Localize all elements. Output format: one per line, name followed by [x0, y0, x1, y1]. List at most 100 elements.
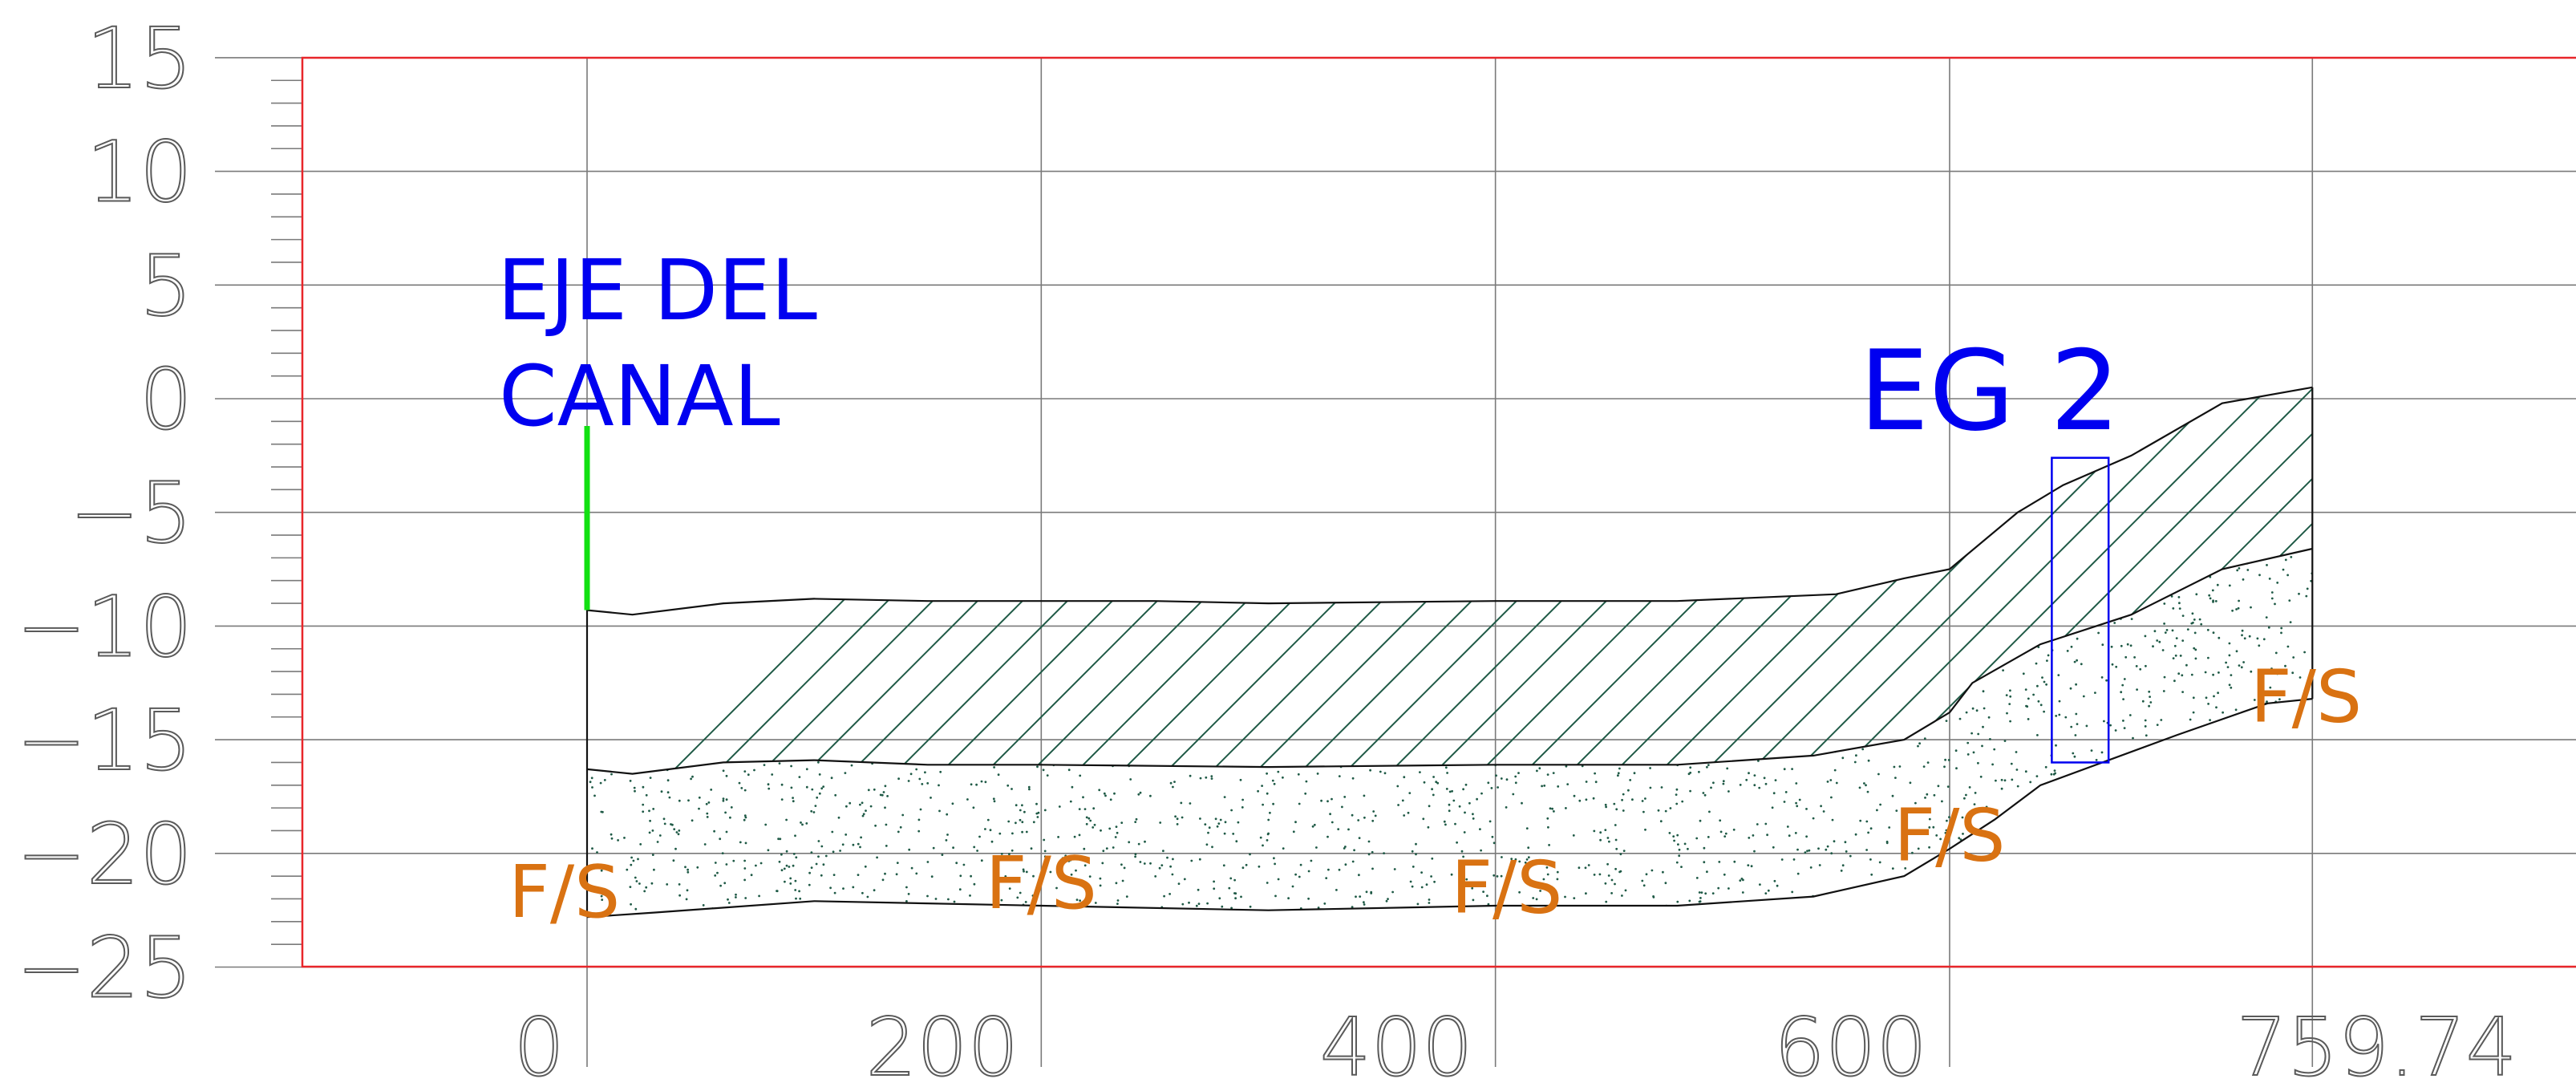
stipple-dot [955, 862, 958, 865]
stipple-dot [2078, 919, 2080, 922]
stipple-dot [1317, 907, 1320, 909]
stipple-dot [865, 708, 869, 710]
stipple-dot [1997, 598, 2000, 601]
stipple-dot [2252, 555, 2255, 558]
stipple-dot [1357, 691, 1360, 694]
stipple-dot [1314, 913, 1317, 916]
stipple-dot [1344, 703, 1347, 705]
stipple-dot [836, 688, 839, 692]
stipple-dot [722, 799, 725, 802]
stipple-dot [1887, 883, 1890, 886]
stipple-dot [808, 661, 811, 664]
stipple-dot [1987, 882, 1991, 885]
stipple-dot [651, 854, 654, 856]
stipple-dot [899, 604, 902, 607]
stipple-dot [750, 910, 752, 913]
stipple-dot [1607, 874, 1610, 877]
stipple-dot [2075, 683, 2078, 686]
stipple-dot [1789, 564, 1792, 566]
stipple-dot [633, 574, 636, 577]
stipple-dot [703, 687, 706, 691]
stipple-dot [1197, 691, 1199, 693]
stipple-dot [601, 643, 604, 646]
stipple-dot [1128, 522, 1131, 525]
stipple-dot [727, 642, 731, 645]
stipple-dot [710, 789, 713, 791]
stipple-dot [887, 627, 890, 631]
stipple-dot [617, 839, 619, 842]
stipple-dot [1240, 895, 1242, 898]
stipple-dot [1501, 517, 1504, 519]
stipple-dot [1035, 562, 1037, 565]
stipple-dot [935, 615, 938, 619]
stipple-dot [1302, 666, 1306, 668]
stipple-dot [2019, 516, 2021, 518]
stipple-dot [1946, 819, 1948, 822]
stipple-dot [1295, 573, 1298, 576]
stipple-dot [1397, 804, 1399, 806]
stipple-dot [1075, 880, 1079, 883]
stipple-dot [943, 684, 946, 687]
stipple-dot [2201, 564, 2205, 567]
y-minor-ticks [271, 79, 303, 945]
stipple-dot [1085, 816, 1088, 819]
stipple-dot [744, 585, 747, 588]
stipple-dot [707, 672, 710, 675]
stipple-dot [2045, 604, 2048, 606]
stipple-dot [1739, 784, 1742, 786]
stipple-dot [977, 711, 979, 714]
stipple-dot [941, 672, 944, 675]
stipple-dot [2107, 882, 2110, 886]
stipple-dot [2147, 814, 2150, 817]
stipple-dot [1585, 749, 1588, 752]
stipple-dot [905, 919, 908, 921]
stipple-dot [1905, 562, 1908, 565]
stipple-dot [1875, 652, 1878, 655]
stipple-dot [1159, 821, 1162, 824]
stipple-dot [695, 655, 699, 657]
stipple-dot [1251, 518, 1254, 521]
stipple-dot [1217, 602, 1219, 606]
stipple-dot [1222, 864, 1225, 867]
y-tick-label: −20 [17, 805, 192, 903]
stipple-dot [763, 603, 767, 606]
stipple-dot [901, 696, 904, 699]
stipple-dot [1767, 638, 1770, 641]
stipple-dot [2068, 569, 2072, 572]
stipple-dot [948, 728, 951, 731]
stipple-dot [670, 577, 673, 580]
stipple-dot [1613, 517, 1615, 519]
stipple-dot [2051, 823, 2055, 826]
stipple-dot [939, 572, 942, 574]
stipple-dot [1369, 683, 1372, 686]
stipple-dot [1484, 715, 1486, 717]
stipple-dot [1067, 662, 1071, 664]
stipple-dot [1718, 537, 1720, 540]
stipple-dot [1132, 539, 1134, 541]
stipple-dot [1222, 679, 1225, 683]
stipple-dot [691, 667, 695, 670]
stipple-dot [1982, 690, 1985, 693]
stipple-dot [1659, 522, 1662, 525]
stipple-dot [670, 622, 674, 625]
stipple-dot [1116, 899, 1120, 902]
stipple-dot [1533, 598, 1537, 601]
stipple-dot [2086, 787, 2089, 790]
y-tick-label: 5 [140, 237, 192, 335]
stipple-dot [1138, 639, 1141, 642]
stipple-dot [1123, 866, 1126, 870]
stipple-dot [1678, 848, 1681, 851]
stipple-dot [703, 843, 707, 846]
stipple-dot [1753, 535, 1756, 537]
stipple-dot [2053, 769, 2056, 772]
stipple-dot [699, 696, 701, 699]
stipple-dot [2226, 849, 2229, 851]
stipple-dot [1108, 827, 1112, 830]
stipple-dot [1181, 648, 1183, 651]
stipple-dot [1724, 734, 1727, 736]
stipple-dot [1683, 842, 1687, 846]
stipple-dot [1888, 826, 1891, 829]
stipple-dot [2212, 673, 2215, 676]
stipple-dot [884, 757, 887, 760]
stipple-dot [1798, 586, 1801, 588]
